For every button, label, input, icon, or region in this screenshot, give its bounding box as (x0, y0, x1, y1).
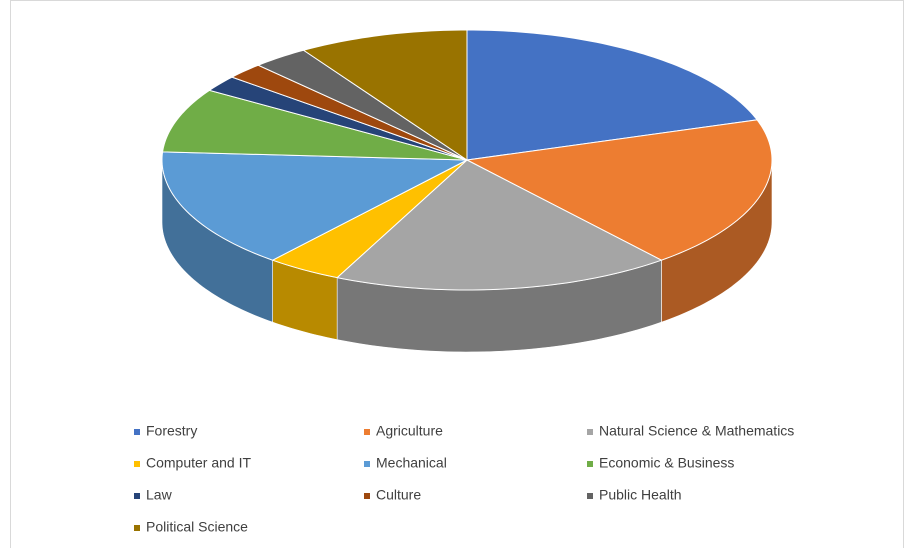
legend-label: Natural Science & Mathematics (599, 423, 794, 439)
legend-label: Mechanical (376, 455, 447, 471)
legend-swatch (587, 461, 593, 467)
pie-slice (230, 64, 468, 161)
pie-slice (161, 151, 468, 261)
legend-swatch (134, 429, 140, 435)
legend-label: Public Health (599, 487, 682, 503)
legend-swatch (364, 493, 370, 499)
pie-slice (271, 159, 468, 279)
pie-slice (465, 119, 773, 261)
legend-label: Forestry (146, 423, 197, 439)
pie-slice (208, 76, 468, 161)
legend-label: Agriculture (376, 423, 443, 439)
legend-swatch (587, 429, 593, 435)
legend-swatch (587, 493, 593, 499)
pie-slice (302, 29, 468, 161)
pie-slice (466, 29, 759, 161)
legend-swatch (364, 429, 370, 435)
legend-label: Law (146, 487, 173, 503)
pie-slice (256, 49, 468, 161)
legend-swatch (134, 461, 140, 467)
legend-swatch (134, 525, 140, 531)
chart-frame (10, 0, 904, 548)
legend-label: Economic & Business (599, 455, 734, 471)
legend-swatch (134, 493, 140, 499)
legend-swatch (364, 461, 370, 467)
pie-slice (336, 159, 663, 291)
legend-label: Culture (376, 487, 421, 503)
legend-label: Political Science (146, 519, 248, 535)
pie-slice (162, 89, 468, 161)
legend-label: Computer and IT (146, 455, 251, 471)
